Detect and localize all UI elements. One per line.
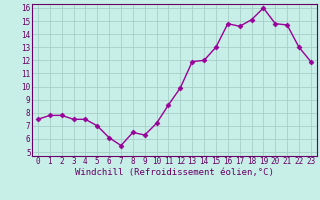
- X-axis label: Windchill (Refroidissement éolien,°C): Windchill (Refroidissement éolien,°C): [75, 168, 274, 177]
